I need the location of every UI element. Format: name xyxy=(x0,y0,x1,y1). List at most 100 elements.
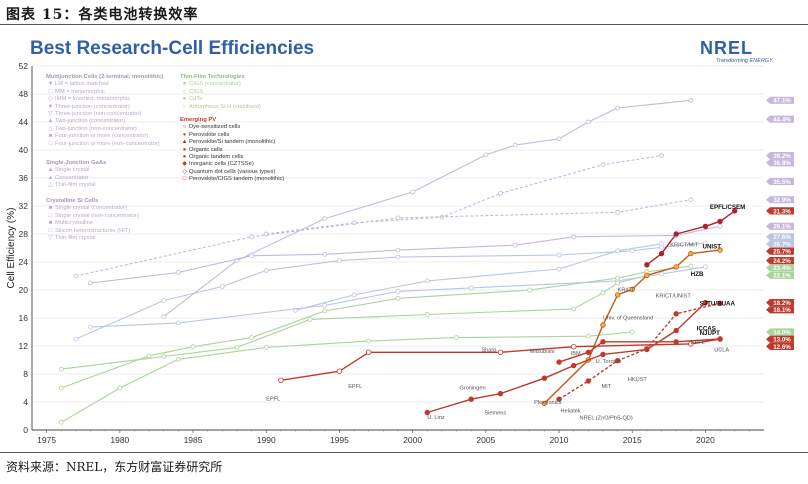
data-point xyxy=(717,336,723,342)
legend-emerging: Emerging PV ○ Dye-sensitized cells ● Perovs… xyxy=(180,117,284,184)
legend-item: ● CdTe xyxy=(180,96,261,103)
data-point xyxy=(219,284,225,289)
legend-item: ▲ Two-junction (concentrator) xyxy=(46,118,163,125)
legend-marker-icon: ▲ xyxy=(47,118,54,125)
legend-header: Emerging PV xyxy=(180,117,217,123)
record-tag: 23.4% xyxy=(766,264,794,272)
legend-marker-icon: ○ xyxy=(182,124,187,131)
nrel-tagline: Transforming ENERGY xyxy=(716,58,773,64)
record-tag-shape xyxy=(766,306,794,314)
legend-item: □ Perovskite/CIGS tandem (monolithic) xyxy=(180,176,285,183)
annotation-label: Groningen xyxy=(459,385,485,391)
annotation-label: UCLA xyxy=(714,348,729,354)
data-point xyxy=(454,335,459,341)
annotation-label: HKUST xyxy=(628,377,648,383)
data-point xyxy=(644,272,650,278)
y-tick-label: 8 xyxy=(23,369,28,379)
legend-label: CIGS xyxy=(189,88,204,95)
record-tag-label: 22.1% xyxy=(773,273,791,280)
data-point xyxy=(322,251,328,257)
legend-item: ◇ Quantum dot cells (various types) xyxy=(180,169,284,176)
record-tag: 12.6% xyxy=(766,342,794,351)
data-point xyxy=(673,264,679,270)
data-point xyxy=(117,385,123,391)
record-tag: 14.0% xyxy=(766,328,794,336)
annotation-label: Plextronics xyxy=(534,400,562,406)
legend-marker-icon: ● xyxy=(182,96,187,103)
record-tag: 32.9% xyxy=(766,196,794,204)
annotation-label: Sharp xyxy=(481,348,496,354)
legend-label: Thin-film crystal xyxy=(55,235,96,242)
data-point xyxy=(717,247,723,253)
data-point xyxy=(688,197,694,203)
data-point xyxy=(410,189,416,195)
legend-label: CdTe xyxy=(189,96,203,103)
legend-marker-icon: ● xyxy=(182,131,187,138)
legend-item: ● Organic cells xyxy=(180,147,284,154)
data-point xyxy=(234,344,240,350)
y-tick-label: 36 xyxy=(19,173,29,183)
data-point xyxy=(629,248,635,254)
y-tick-label: 20 xyxy=(19,285,29,295)
series-line xyxy=(266,155,662,235)
record-tag-shape xyxy=(766,247,794,255)
data-point xyxy=(673,339,679,345)
data-point xyxy=(585,349,592,355)
record-tag: 18.1% xyxy=(766,306,794,314)
legend-item: ■ Multicrystalline xyxy=(46,220,139,227)
legend-thinfilm: Thin-Film Technologies ● CIGS (concentrat… xyxy=(180,74,261,111)
legend-label: LM = lattice matched xyxy=(55,81,109,88)
legend-label: Single crystal (non-concentrator) xyxy=(55,212,139,219)
record-tag: 18.2% xyxy=(766,299,794,307)
legend-label: Inorganic cells (CZTSSe) xyxy=(189,161,254,168)
record-tag-label: 35.5% xyxy=(773,179,791,186)
legend-item: □ Silicon heterostructures (HIT) xyxy=(46,228,139,235)
data-point xyxy=(395,254,401,260)
legend-label: Single crystal (concentrator) xyxy=(55,205,128,212)
legend-marker-icon: ▽ xyxy=(48,111,53,118)
data-point xyxy=(600,290,606,296)
bottom-rule xyxy=(0,452,808,453)
data-point xyxy=(175,270,181,275)
data-point xyxy=(659,153,664,159)
data-point xyxy=(615,280,620,286)
legend-label: IMM = inverted, metamorphic xyxy=(55,96,131,103)
record-tag: 39.2% xyxy=(766,152,794,160)
data-point xyxy=(556,266,562,272)
x-tick-label: 1985 xyxy=(184,435,203,445)
x-tick-label: 1975 xyxy=(37,435,56,445)
data-point xyxy=(58,419,64,425)
data-point xyxy=(703,264,708,270)
record-tag-label: 29.1% xyxy=(773,224,791,231)
legend-marker-icon: ▲ xyxy=(47,174,54,181)
data-point xyxy=(483,152,489,158)
record-tag-shape xyxy=(766,207,794,215)
record-tag-label: 12.6% xyxy=(773,344,791,351)
data-point xyxy=(263,231,269,237)
data-point xyxy=(688,250,694,257)
legend-item: ▲ Single crystal xyxy=(46,167,106,174)
legend-item: ▲ Concentrator xyxy=(46,175,106,182)
annotation-label: ICCAS xyxy=(697,326,716,333)
record-tag-shape xyxy=(766,257,794,265)
data-point xyxy=(571,306,577,312)
annotation-label: EPFL xyxy=(348,384,362,390)
series-line xyxy=(75,242,706,340)
data-point xyxy=(600,162,606,168)
legend-item: ▲ Perovskite/Si tandem (monolithic) xyxy=(180,139,284,146)
annotation-label: NREL (ZnO/PbS-QD) xyxy=(580,416,633,422)
data-point xyxy=(615,105,620,111)
series-line xyxy=(427,302,706,414)
data-point xyxy=(161,298,167,303)
record-tag: 22.1% xyxy=(766,271,794,280)
legend-marker-icon: □ xyxy=(48,227,53,234)
data-point xyxy=(556,136,562,142)
record-tag-label: 18.2% xyxy=(773,300,791,307)
legend-label: Three-junction (concentrator) xyxy=(55,103,130,110)
legend-item: ▽ Thin-film crystal xyxy=(46,235,139,242)
record-tag: 31.3% xyxy=(766,207,794,215)
data-point xyxy=(615,209,620,215)
data-point xyxy=(571,234,577,240)
record-tag-shape xyxy=(766,115,794,123)
legend-item: ▼ LM = lattice matched xyxy=(46,81,163,88)
